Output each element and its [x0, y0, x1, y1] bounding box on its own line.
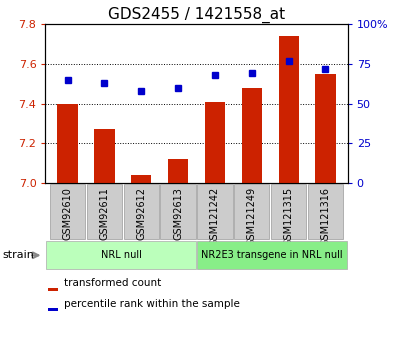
FancyBboxPatch shape: [271, 184, 307, 239]
Bar: [242, 88, 262, 183]
Text: NRL null: NRL null: [101, 250, 141, 260]
Text: GSM92610: GSM92610: [62, 187, 73, 240]
FancyBboxPatch shape: [46, 241, 196, 269]
Bar: [49, 308, 58, 311]
FancyBboxPatch shape: [87, 184, 122, 239]
Bar: [49, 288, 58, 291]
Bar: [131, 175, 151, 183]
Text: NR2E3 transgene in NRL null: NR2E3 transgene in NRL null: [201, 250, 343, 260]
Bar: [205, 101, 225, 183]
FancyBboxPatch shape: [308, 184, 343, 239]
FancyBboxPatch shape: [234, 184, 269, 239]
Text: GSM121249: GSM121249: [247, 187, 257, 246]
Text: GSM92612: GSM92612: [136, 187, 146, 240]
Bar: [168, 159, 188, 183]
Text: transformed count: transformed count: [64, 278, 161, 288]
FancyBboxPatch shape: [124, 184, 159, 239]
Bar: [94, 129, 115, 183]
Bar: [315, 74, 336, 183]
FancyBboxPatch shape: [160, 184, 196, 239]
Text: GSM121315: GSM121315: [284, 187, 293, 246]
Title: GDS2455 / 1421558_at: GDS2455 / 1421558_at: [108, 7, 285, 23]
Text: GSM92613: GSM92613: [173, 187, 183, 240]
Text: GSM121316: GSM121316: [320, 187, 331, 246]
Bar: [278, 36, 299, 183]
FancyBboxPatch shape: [197, 184, 233, 239]
Bar: [57, 104, 78, 183]
FancyBboxPatch shape: [197, 241, 347, 269]
Text: GSM121242: GSM121242: [210, 187, 220, 246]
FancyBboxPatch shape: [50, 184, 85, 239]
Text: strain: strain: [2, 250, 34, 260]
Text: GSM92611: GSM92611: [100, 187, 109, 240]
Text: percentile rank within the sample: percentile rank within the sample: [64, 298, 240, 308]
